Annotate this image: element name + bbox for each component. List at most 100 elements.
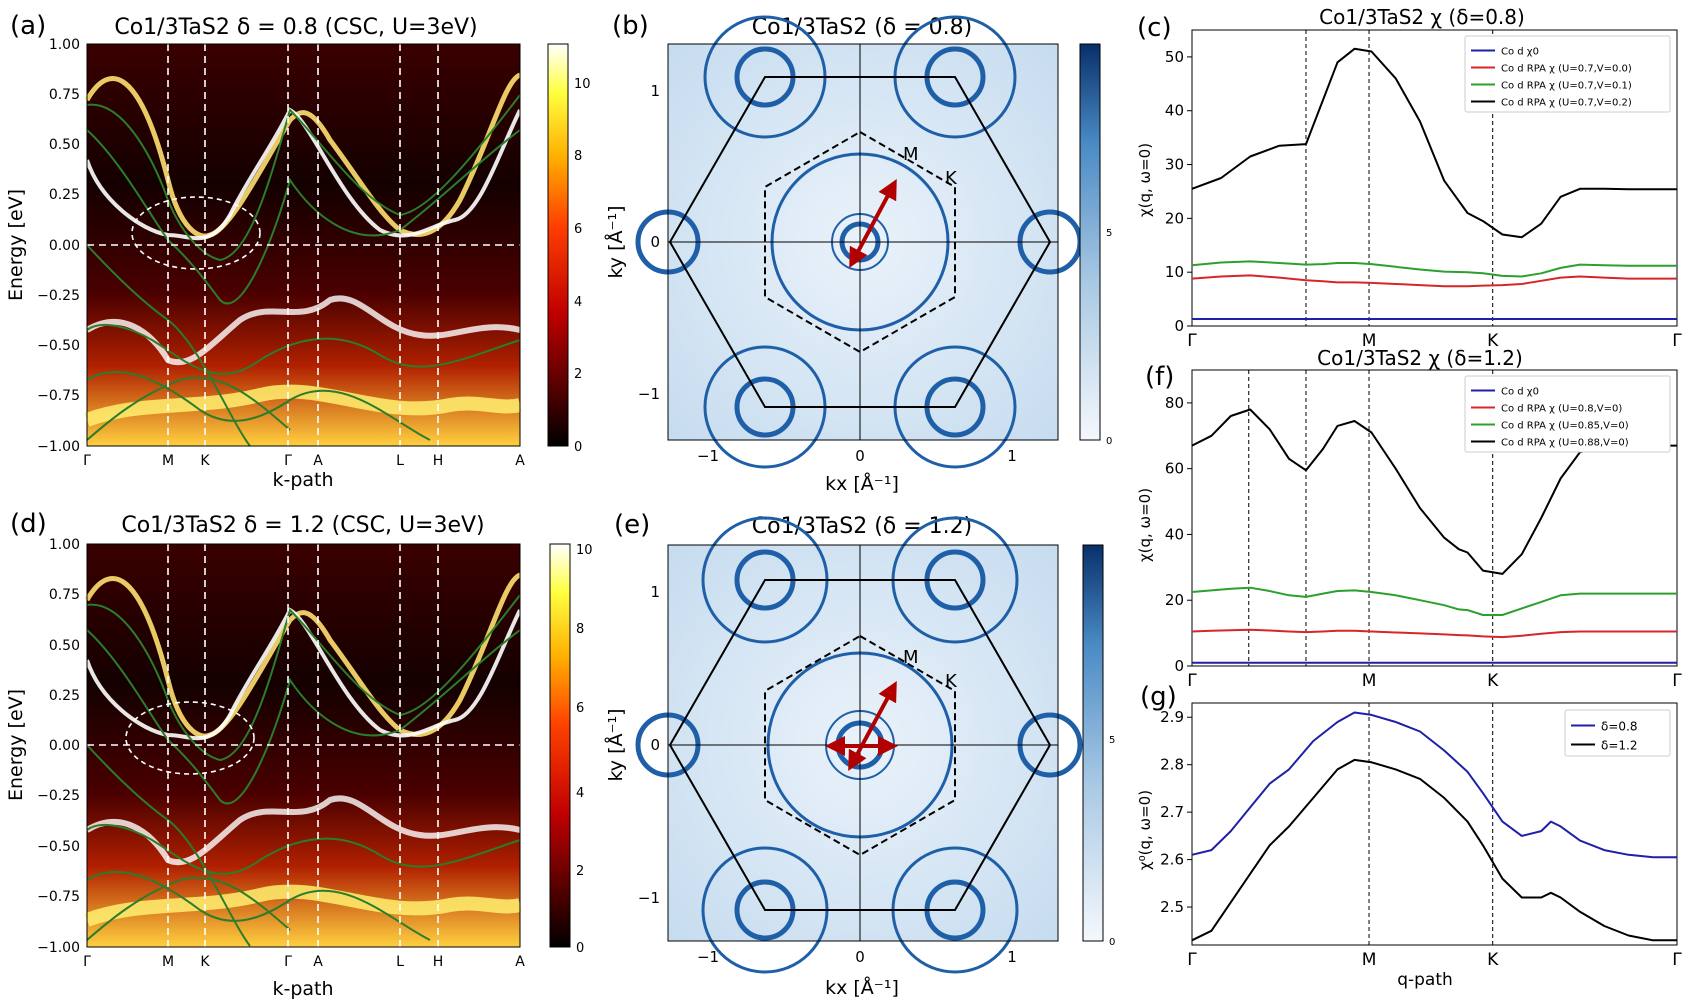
legend-label: Co d RPA χ (U=0.8,V=0) xyxy=(1501,404,1622,415)
xtick: 0 xyxy=(855,447,865,465)
ytick: −0.25 xyxy=(37,788,80,804)
brillouin-zone-b xyxy=(668,76,1052,408)
xtick-label: Γ xyxy=(1672,331,1682,351)
ktick: Γ xyxy=(83,954,91,970)
ytick-label: 60 xyxy=(1165,460,1184,478)
chart-f: 0 20 40 60 80 Γ M K Γ Co d χ0 Co d RPA χ (U=0.8,V=… xyxy=(1165,369,1682,691)
fs-axes-e: −1 0 1 1 0 −1 xyxy=(638,583,1017,966)
cbar-tick: 10 xyxy=(574,77,591,92)
panel-label-e: (e) xyxy=(614,510,650,540)
ytick: −0.50 xyxy=(37,839,80,855)
ytick-label: 2.6 xyxy=(1160,851,1184,869)
xtick: −1 xyxy=(697,948,719,966)
ktick: M xyxy=(162,954,174,970)
cbar-tick: 8 xyxy=(576,622,584,637)
colorbar-a: 0 2 4 6 8 10 xyxy=(547,43,591,455)
xtick-label: Γ xyxy=(1672,950,1682,970)
chart-c: 0 10 20 30 40 50 Γ M K Γ Co d χ0 Co d RPA χ (U=0.7,… xyxy=(1165,29,1682,351)
cbar-tick: 10 xyxy=(576,543,593,558)
ylabel-e: ky [Å⁻¹] xyxy=(604,708,627,781)
ytick: 0 xyxy=(650,233,660,251)
legend-label: Co d χ0 xyxy=(1501,47,1539,58)
ktick: L xyxy=(396,453,404,469)
k-lines-d xyxy=(87,544,520,947)
ktick: A xyxy=(515,453,525,469)
ytick: −0.25 xyxy=(37,288,80,304)
ktick: A xyxy=(313,954,323,970)
ytick-label: 2.7 xyxy=(1160,803,1184,821)
xtick-label: Γ xyxy=(1187,671,1197,691)
ylabel-a: Energy [eV] xyxy=(5,189,27,301)
x-axis-a: Γ M K Γ A L H A xyxy=(83,453,525,469)
cbar-tick: 0 xyxy=(1106,436,1112,447)
legend-label: Co d RPA χ (U=0.7,V=0.0) xyxy=(1501,64,1632,75)
cbar-tick: 0 xyxy=(576,941,584,956)
series-line xyxy=(1191,758,1677,942)
ytick-label: 40 xyxy=(1165,102,1184,120)
y-axis-a: 1.00 0.75 0.50 0.25 0.00 −0.25 −0.50 −0.… xyxy=(37,37,80,455)
ylabel-f: χ(q, ω=0) xyxy=(1136,488,1154,562)
xtick-label: K xyxy=(1487,950,1499,970)
cbar-tick: 6 xyxy=(574,222,582,237)
ytick: 0.25 xyxy=(49,187,80,203)
colorbar-e: 0 5 xyxy=(1082,544,1115,948)
ytick: 0.00 xyxy=(49,238,80,254)
panel-title-d: Co1/3TaS2 δ = 1.2 (CSC, U=3eV) xyxy=(121,513,484,538)
series-line xyxy=(1191,711,1677,859)
ytick: 0.75 xyxy=(49,587,80,603)
ylabel-d: Energy [eV] xyxy=(5,689,27,801)
ktick: A xyxy=(313,453,323,469)
ytick-label: 10 xyxy=(1165,263,1184,281)
ktick: M xyxy=(162,453,174,469)
ytick: 1.00 xyxy=(49,537,80,553)
ytick: 0.50 xyxy=(49,137,80,153)
xlabel-d: k-path xyxy=(272,978,333,1000)
xtick: 0 xyxy=(855,948,865,966)
series-line xyxy=(1191,260,1677,278)
xtick-label: M xyxy=(1362,671,1377,691)
panel-label-d: (d) xyxy=(10,509,47,539)
ytick-label: 2.5 xyxy=(1160,898,1184,916)
panel-a: (a) Co1/3TaS2 δ = 0.8 (CSC, U=3eV) xyxy=(5,11,591,491)
cbar-tick: 0 xyxy=(574,440,582,455)
spectral-bands-d xyxy=(84,572,522,927)
ytick: −0.75 xyxy=(37,889,80,905)
panel-b: (b) Co1/3TaS2 (δ = 0.8) M K −1 0 xyxy=(604,11,1112,495)
ylabel-c: χ(q, ω=0) xyxy=(1136,143,1154,217)
ytick: 0.75 xyxy=(49,87,80,103)
panel-title-e: Co1/3TaS2 (δ = 1.2) xyxy=(752,514,973,539)
cbar-tick: 4 xyxy=(574,295,582,310)
legend-label: Co d RPA χ (U=0.7,V=0.1) xyxy=(1501,81,1632,92)
panel-g: (g) χ⁰(q, ω=0) q-path 2.5 2.6 2.7 2.8 2.9 Γ M K… xyxy=(1136,682,1682,990)
series-line xyxy=(1191,408,1677,575)
panel-label-g: (g) xyxy=(1140,682,1177,712)
ytick-label: 20 xyxy=(1165,209,1184,227)
xlabel-b: kx [Å⁻¹] xyxy=(825,472,899,495)
series-line xyxy=(1191,586,1677,616)
ytick: 1 xyxy=(650,583,660,601)
legend-label: δ=0.8 xyxy=(1601,720,1637,734)
ytick: −0.50 xyxy=(37,338,80,354)
ktick: K xyxy=(200,954,210,970)
series-line xyxy=(1191,628,1677,639)
panel-label-b: (b) xyxy=(612,11,649,41)
series-line xyxy=(1191,274,1677,288)
cbar-tick: 2 xyxy=(574,367,582,382)
ktick: Γ xyxy=(83,453,91,469)
ylabel-g: χ⁰(q, ω=0) xyxy=(1136,790,1154,870)
panel-f: (f) Co1/3TaS2 χ (δ=1.2) χ(q, ω=0) 0 20 40 6… xyxy=(1136,346,1682,691)
ytick-label: 0 xyxy=(1174,657,1184,675)
plot-frame xyxy=(1191,369,1678,667)
cbar-tick: 5 xyxy=(1109,735,1115,746)
plot-frame xyxy=(1191,702,1678,946)
ytick: 1 xyxy=(650,82,660,100)
ktick: L xyxy=(396,954,404,970)
cbar-tick: 8 xyxy=(574,149,582,164)
chart-g: 2.5 2.6 2.7 2.8 2.9 Γ M K Γδ=0.8 δ=1.2 xyxy=(1160,702,1682,970)
xlabel-a: k-path xyxy=(272,469,333,491)
ytick-label: 2.9 xyxy=(1160,708,1184,726)
fermi-ellipse-a xyxy=(131,196,261,270)
series-line xyxy=(1191,47,1677,239)
panel-label-a: (a) xyxy=(10,11,46,41)
